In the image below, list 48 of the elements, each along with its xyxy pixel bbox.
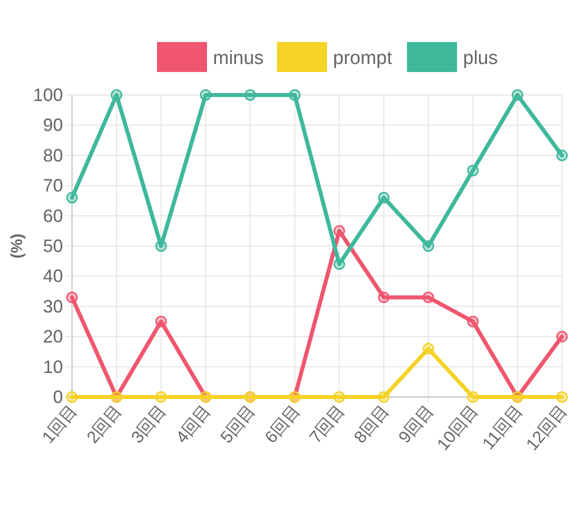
y-tick-label: 50 bbox=[42, 236, 63, 256]
point bbox=[378, 292, 390, 304]
point bbox=[334, 391, 346, 403]
y-tick-label: 40 bbox=[42, 266, 63, 286]
point bbox=[467, 391, 479, 403]
point bbox=[422, 342, 434, 354]
point bbox=[155, 316, 167, 328]
point bbox=[512, 89, 524, 101]
y-tick-label: 20 bbox=[42, 326, 63, 347]
legend-label: plus bbox=[463, 48, 498, 69]
point bbox=[556, 150, 568, 162]
x-tick-label: 7回目 bbox=[306, 401, 348, 447]
point bbox=[200, 89, 212, 101]
point bbox=[288, 89, 300, 101]
point bbox=[422, 292, 434, 304]
legend-label: prompt bbox=[333, 48, 393, 69]
point bbox=[334, 225, 346, 237]
point bbox=[378, 192, 390, 204]
y-tick-label: 80 bbox=[42, 145, 63, 166]
point bbox=[66, 292, 78, 304]
x-tick-label: 8回目 bbox=[350, 401, 393, 447]
x-tick-label: 5回目 bbox=[216, 401, 260, 447]
point bbox=[467, 316, 479, 328]
point bbox=[467, 164, 479, 176]
y-tick-label: 10 bbox=[42, 356, 63, 377]
point bbox=[334, 258, 346, 270]
point bbox=[66, 192, 78, 204]
point bbox=[422, 240, 434, 252]
point bbox=[155, 391, 167, 403]
point bbox=[110, 89, 122, 101]
point bbox=[66, 391, 78, 403]
x-tick-label: 3回目 bbox=[128, 401, 170, 447]
point bbox=[556, 330, 568, 342]
y-tick-label: 60 bbox=[42, 206, 63, 226]
point bbox=[244, 89, 256, 101]
x-tick-label: 2回目 bbox=[83, 401, 126, 447]
y-tick-label: 30 bbox=[42, 296, 63, 316]
x-tick-label: 4回目 bbox=[172, 401, 215, 447]
y-tick-label: 100 bbox=[32, 85, 63, 105]
point bbox=[155, 240, 167, 252]
point bbox=[556, 391, 568, 403]
y-tick-label: 70 bbox=[42, 176, 63, 196]
y-tick-label: 90 bbox=[42, 115, 63, 136]
y-tick-label: 0 bbox=[52, 387, 63, 407]
x-tick-label: 6回目 bbox=[261, 401, 304, 447]
point bbox=[378, 391, 390, 403]
y-axis-title: (%) bbox=[9, 234, 26, 258]
legend-label: minus bbox=[213, 48, 264, 69]
